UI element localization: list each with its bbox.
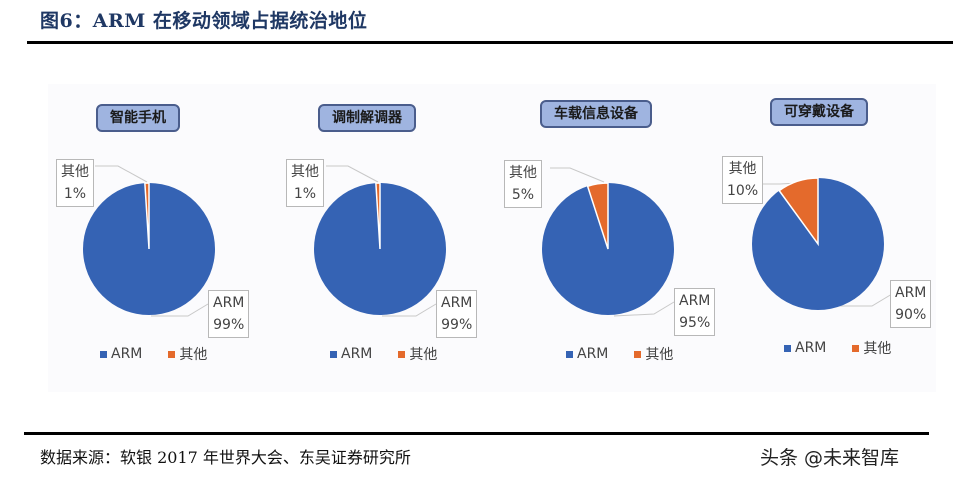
callout-arm: ARM 90% [890,280,932,328]
data-source: 数据来源：软银 2017 年世界大会、东吴证券研究所 [40,448,411,467]
watermark: 头条 @未来智库 [760,447,900,469]
legend-swatch-arm [100,350,107,358]
callout-value: 1% [293,186,317,202]
legend: ARM 其他 [330,344,437,364]
legend: ARM 其他 [566,344,673,364]
callout-other: 其他 10% [722,156,764,204]
chart-title: 可穿戴设备 [770,98,868,126]
callout-value: 1% [63,186,87,202]
callout-arm: ARM 99% [436,290,478,338]
legend-label-other: 其他 [863,341,892,357]
chart-title: 调制解调器 [318,104,416,132]
legend-label-other: 其他 [179,347,208,363]
callout-other: 其他 1% [56,159,94,207]
legend-label-other: 其他 [645,347,674,363]
callout-label: 其他 [728,161,757,177]
callout-value: 99% [213,317,245,333]
bottom-rule [24,432,929,435]
callout-label: ARM [679,293,711,309]
legend-swatch-arm [566,350,573,358]
legend-swatch-other [852,344,860,352]
callout-value: 90% [895,307,927,323]
pie-graphic [314,165,446,317]
chart-title: 车载信息设备 [540,100,652,128]
legend-label-other: 其他 [409,347,438,363]
pie-slice-other [375,182,381,250]
callout-value: 99% [441,317,473,333]
pie-graphic [83,165,215,317]
legend-swatch-other [168,350,176,358]
pie-graphic [542,167,675,317]
legend-swatch-other [634,350,642,358]
callout-other: 其他 5% [504,160,542,208]
top-rule [27,41,953,44]
callout-label: ARM [213,295,245,311]
legend-label-arm: ARM [577,346,609,362]
callout-arm: ARM 99% [208,290,250,338]
legend-swatch-arm [330,350,337,358]
pie-slice-other [144,182,150,250]
callout-value: 5% [511,187,535,203]
pie-slice-other [778,177,819,247]
callout-label: 其他 [291,164,319,180]
legend: ARM 其他 [784,338,891,358]
callout-value: 10% [727,183,759,199]
pie-chart-wearable: 可穿戴设备 其他 10% ARM 90% ARM 其他 [714,84,936,392]
callout-label: ARM [895,285,927,301]
callout-label: ARM [441,295,473,311]
figure-title: 图6：ARM 在移动领域占据统治地位 [40,10,368,32]
legend: ARM 其他 [100,344,207,364]
legend-swatch-arm [784,344,791,352]
legend-label-arm: ARM [795,340,827,356]
pie-chart-smartphone: 智能手机 其他 1% ARM 99% ARM 其他 [48,84,270,392]
callout-label: 其他 [509,165,537,181]
callout-other: 其他 1% [286,159,324,207]
callout-arm: ARM 95% [674,288,716,336]
chart-panel: 智能手机 其他 1% ARM 99% ARM 其他 调制解调器 其他 1% [48,84,936,392]
pie-slice-other [586,182,609,250]
legend-swatch-other [398,350,406,358]
pie-chart-modem: 调制解调器 其他 1% ARM 99% ARM 其他 [276,84,498,392]
callout-label: 其他 [61,164,89,180]
chart-title: 智能手机 [96,104,180,132]
legend-label-arm: ARM [111,346,143,362]
pie-graphic [752,177,893,310]
legend-label-arm: ARM [341,346,373,362]
pie-chart-infotainment: 车载信息设备 其他 5% ARM 95% ARM 其他 [504,84,726,392]
callout-value: 95% [679,315,711,331]
